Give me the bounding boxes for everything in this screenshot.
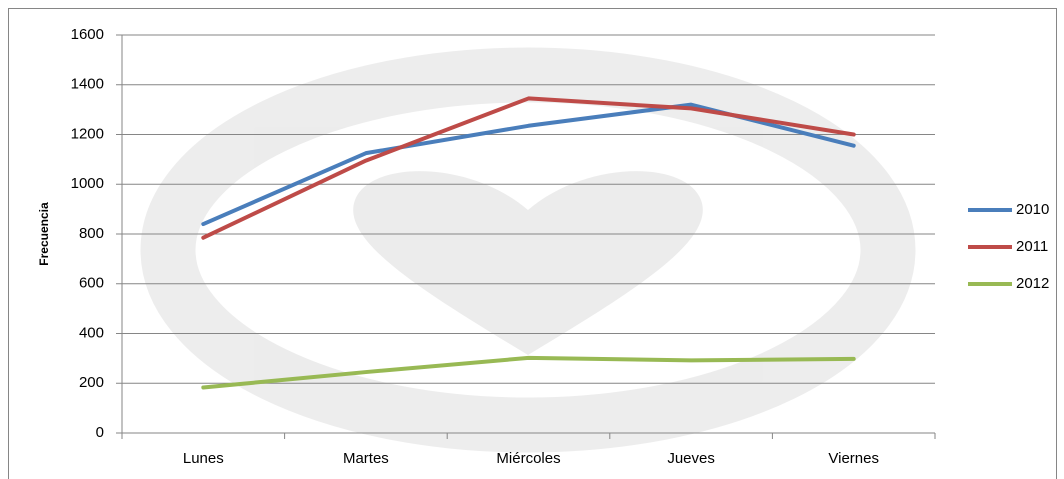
series-line (201, 96, 856, 240)
y-tick-label: 1400 (71, 76, 104, 93)
x-tick-label: Miércoles (496, 450, 560, 467)
y-tick-label: 800 (79, 225, 104, 242)
legend-label: 2011 (1016, 238, 1048, 255)
y-tick-label: 1600 (71, 26, 104, 43)
legend-label: 2012 (1016, 275, 1049, 292)
series-line (201, 355, 856, 390)
chart-border (8, 8, 1057, 479)
x-tick-label: Jueves (667, 450, 715, 467)
x-tick-label: Viernes (828, 450, 879, 467)
x-tick-label: Martes (343, 450, 389, 467)
y-tick-label: 0 (96, 424, 104, 441)
y-tick-label: 600 (79, 275, 104, 292)
watermark (140, 47, 916, 453)
y-tick-label: 1200 (71, 125, 104, 142)
legend-label: 2010 (1016, 201, 1049, 218)
x-tick-label: Lunes (183, 450, 224, 467)
y-tick-label: 200 (79, 374, 104, 391)
y-tick-label: 1000 (71, 175, 104, 192)
y-axis-label: Frecuencia (37, 202, 51, 266)
y-tick-label: 400 (79, 324, 104, 341)
